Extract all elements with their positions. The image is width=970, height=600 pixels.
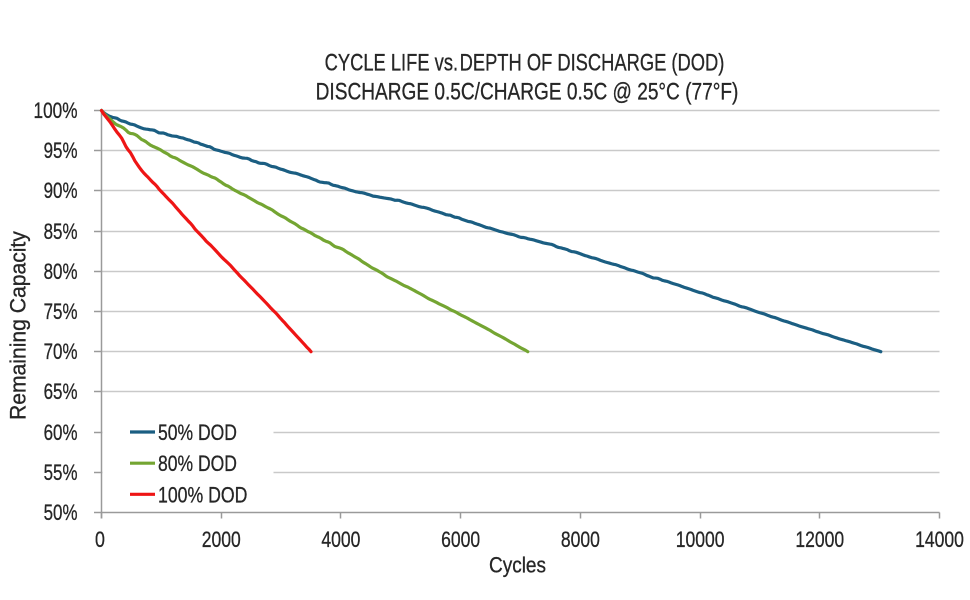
svg-text:80%: 80% — [44, 260, 78, 285]
svg-text:100%: 100% — [34, 99, 78, 124]
svg-text:12000: 12000 — [795, 528, 844, 552]
svg-text:CYCLE LIFE vs. DEPTH OF DISCHA: CYCLE LIFE vs. DEPTH OF DISCHARGE (DOD) — [325, 49, 725, 76]
svg-text:95%: 95% — [44, 139, 78, 164]
svg-text:10000: 10000 — [676, 528, 725, 552]
svg-text:50% DOD: 50% DOD — [158, 421, 237, 445]
svg-text:60%: 60% — [44, 421, 78, 446]
svg-text:70%: 70% — [44, 340, 78, 365]
svg-text:6000: 6000 — [441, 528, 480, 552]
svg-text:2000: 2000 — [202, 528, 241, 552]
svg-text:14000: 14000 — [915, 528, 964, 552]
svg-text:8000: 8000 — [561, 528, 600, 552]
svg-text:65%: 65% — [44, 380, 78, 405]
svg-text:75%: 75% — [44, 300, 78, 325]
svg-text:85%: 85% — [44, 220, 78, 245]
svg-text:Cycles: Cycles — [489, 553, 546, 578]
svg-text:Remaining Capacity: Remaining Capacity — [5, 231, 31, 420]
svg-text:55%: 55% — [44, 461, 78, 486]
svg-text:0: 0 — [95, 528, 105, 552]
svg-text:80% DOD: 80% DOD — [158, 452, 237, 476]
svg-text:4000: 4000 — [321, 528, 360, 552]
svg-text:DISCHARGE 0.5C/CHARGE 0.5C @ 2: DISCHARGE 0.5C/CHARGE 0.5C @ 25°C (77°F) — [316, 77, 739, 105]
svg-text:90%: 90% — [44, 179, 78, 204]
svg-text:50%: 50% — [44, 501, 78, 526]
svg-text:100% DOD: 100% DOD — [158, 484, 247, 508]
